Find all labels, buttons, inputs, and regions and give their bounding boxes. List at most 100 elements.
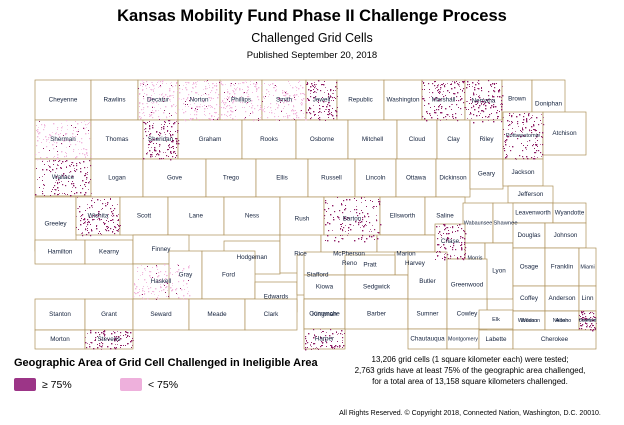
svg-text:Butler: Butler xyxy=(419,278,435,285)
svg-text:Marion: Marion xyxy=(396,251,416,258)
svg-text:Republic: Republic xyxy=(348,97,373,104)
svg-text:Wabaunsee: Wabaunsee xyxy=(464,220,493,226)
svg-text:Atchison: Atchison xyxy=(552,130,577,137)
svg-text:Jefferson: Jefferson xyxy=(518,191,544,198)
svg-text:Chase: Chase xyxy=(441,238,460,245)
svg-text:Sedgwick: Sedgwick xyxy=(363,284,391,291)
svg-text:Montgomery: Montgomery xyxy=(448,336,478,342)
svg-text:Lincoln: Lincoln xyxy=(366,175,386,182)
svg-text:Geary: Geary xyxy=(478,171,496,178)
svg-text:Ottawa: Ottawa xyxy=(406,175,426,182)
svg-text:Smith: Smith xyxy=(276,97,293,104)
svg-text:Johnson: Johnson xyxy=(554,232,578,239)
svg-text:Washington: Washington xyxy=(386,97,420,104)
svg-text:Scott: Scott xyxy=(137,213,152,220)
svg-text:Ness: Ness xyxy=(245,213,259,220)
svg-text:Rawlins: Rawlins xyxy=(103,97,125,104)
svg-text:Seward: Seward xyxy=(150,311,172,318)
svg-text:Saline: Saline xyxy=(436,213,454,220)
svg-text:Wichita: Wichita xyxy=(88,213,109,220)
svg-text:Lyon: Lyon xyxy=(492,268,506,275)
svg-text:Rooks: Rooks xyxy=(260,136,278,143)
svg-text:Ellsworth: Ellsworth xyxy=(390,213,416,220)
svg-text:Neosho: Neosho xyxy=(553,318,572,324)
svg-text:Labette: Labette xyxy=(485,336,507,343)
svg-text:Sherman: Sherman xyxy=(50,136,76,143)
svg-text:Barber: Barber xyxy=(367,311,386,318)
svg-text:Gove: Gove xyxy=(167,175,183,182)
svg-text:Anderson: Anderson xyxy=(549,295,576,302)
svg-text:Jewell: Jewell xyxy=(313,97,331,104)
svg-text:Chautauqua: Chautauqua xyxy=(410,336,445,343)
svg-text:Ellis: Ellis xyxy=(276,175,288,182)
svg-text:Mitchell: Mitchell xyxy=(362,136,383,143)
svg-text:Wallace: Wallace xyxy=(52,174,75,181)
svg-text:Wyandotte: Wyandotte xyxy=(555,210,585,217)
svg-text:Stevens: Stevens xyxy=(98,336,121,343)
svg-text:Harvey: Harvey xyxy=(405,260,426,267)
svg-text:Osage: Osage xyxy=(520,264,539,271)
svg-text:McPherson: McPherson xyxy=(333,251,365,258)
svg-text:Cheyenne: Cheyenne xyxy=(49,97,78,104)
svg-text:Riley: Riley xyxy=(480,136,495,143)
svg-text:Haskell: Haskell xyxy=(151,278,172,285)
svg-text:Cloud: Cloud xyxy=(409,136,426,143)
svg-text:Doniphan: Doniphan xyxy=(535,101,562,108)
svg-text:Morton: Morton xyxy=(50,336,70,343)
svg-text:Linn: Linn xyxy=(582,295,594,302)
svg-text:Pratt: Pratt xyxy=(363,262,377,269)
svg-text:Shawnee: Shawnee xyxy=(493,221,517,227)
svg-text:Phillips: Phillips xyxy=(231,97,251,104)
svg-text:Ford: Ford xyxy=(222,272,235,279)
svg-text:Hamilton: Hamilton xyxy=(48,249,73,256)
svg-text:Crawford: Crawford xyxy=(579,318,597,323)
svg-text:Trego: Trego xyxy=(223,175,240,182)
svg-text:Douglas: Douglas xyxy=(517,232,540,239)
svg-text:Norton: Norton xyxy=(190,97,209,104)
svg-text:Finney: Finney xyxy=(152,246,172,253)
svg-text:Greeley: Greeley xyxy=(44,221,67,228)
svg-text:Stafford: Stafford xyxy=(307,272,329,279)
svg-text:Comanche: Comanche xyxy=(309,311,340,318)
svg-text:Miami: Miami xyxy=(580,264,594,270)
svg-text:Thomas: Thomas xyxy=(106,136,129,143)
svg-text:Reno: Reno xyxy=(342,260,358,267)
svg-text:Kearny: Kearny xyxy=(99,249,120,256)
svg-text:Nemaha: Nemaha xyxy=(472,98,496,105)
svg-text:Clark: Clark xyxy=(264,311,280,318)
svg-text:Rush: Rush xyxy=(295,216,310,223)
svg-text:Logan: Logan xyxy=(108,175,126,182)
svg-text:Kiowa: Kiowa xyxy=(316,284,334,291)
svg-text:Lane: Lane xyxy=(189,213,204,220)
svg-text:Dickinson: Dickinson xyxy=(439,175,467,182)
svg-text:Brown: Brown xyxy=(508,96,526,103)
svg-text:Gray: Gray xyxy=(179,272,193,279)
svg-text:Wilson: Wilson xyxy=(521,318,537,324)
svg-text:Graham: Graham xyxy=(199,136,222,143)
svg-text:Stanton: Stanton xyxy=(49,311,71,318)
svg-text:Cowley: Cowley xyxy=(457,311,478,318)
svg-text:Hodgeman: Hodgeman xyxy=(237,254,268,261)
svg-text:Jackson: Jackson xyxy=(511,169,535,176)
svg-text:Grant: Grant xyxy=(101,311,117,318)
svg-text:Sumner: Sumner xyxy=(416,311,438,318)
svg-text:Clay: Clay xyxy=(447,136,460,143)
svg-text:Cherokee: Cherokee xyxy=(541,336,569,343)
svg-text:Coffey: Coffey xyxy=(520,295,539,302)
svg-text:Rice: Rice xyxy=(294,251,307,258)
svg-text:Elk: Elk xyxy=(492,317,500,323)
svg-text:Barton: Barton xyxy=(343,216,362,223)
svg-text:Meade: Meade xyxy=(207,311,227,318)
svg-text:Harper: Harper xyxy=(315,336,334,343)
svg-text:Russell: Russell xyxy=(321,175,342,182)
svg-text:Edwards: Edwards xyxy=(264,294,289,301)
svg-text:Greenwood: Greenwood xyxy=(451,282,484,289)
svg-text:Pottawatomie: Pottawatomie xyxy=(506,133,540,139)
svg-text:Sheridan: Sheridan xyxy=(148,136,174,143)
svg-text:Marshall: Marshall xyxy=(432,97,456,104)
svg-text:Franklin: Franklin xyxy=(551,264,574,271)
svg-text:Leavenworth: Leavenworth xyxy=(515,210,551,217)
svg-text:Morris: Morris xyxy=(468,255,483,261)
svg-text:Decatur: Decatur xyxy=(147,97,169,104)
svg-text:Osborne: Osborne xyxy=(310,136,335,143)
